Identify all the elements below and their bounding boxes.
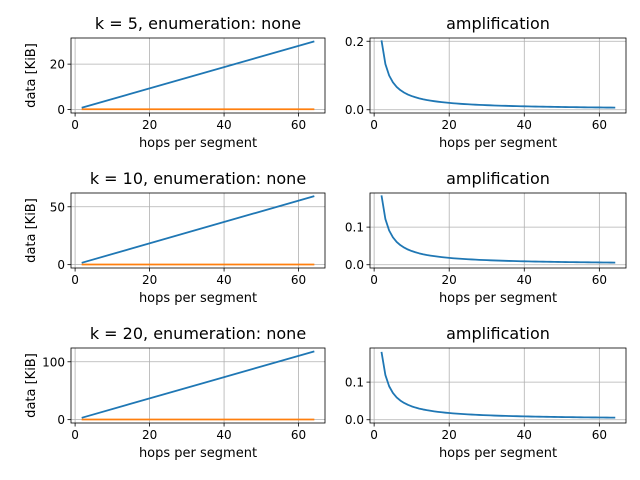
axes-frame [369,192,627,269]
y-tick-label: 0.0 [345,258,364,272]
chart-title: amplification [446,169,550,188]
y-tick-label: 0.0 [345,413,364,427]
x-tick-label: 20 [442,118,457,132]
x-tick-label: 40 [216,118,231,132]
x-tick-label: 0 [370,273,378,287]
axes-frame [70,37,326,114]
x-tick-label: 40 [517,273,532,287]
y-tick-label: 0.0 [345,103,364,117]
series-line-0 [81,40,315,109]
x-tick-label: 20 [142,118,157,132]
x-tick-label: 60 [291,118,306,132]
y-tick-label: 0 [57,103,65,117]
y-tick-label: 0.1 [345,376,364,390]
x-axis-label: hops per segment [139,136,257,151]
chart-title: amplification [446,324,550,343]
y-tick-label: 100 [42,355,65,369]
series-line-0 [380,195,616,264]
series-line-0 [380,351,616,419]
axes-frame [369,347,627,424]
x-tick-label: 60 [592,428,607,442]
x-tick-label: 60 [592,118,607,132]
chart-title: amplification [446,14,550,33]
y-tick-label: 0.1 [345,221,364,235]
x-tick-label: 40 [517,428,532,442]
chart-title: k = 5, enumeration: none [95,14,301,33]
x-axis-label: hops per segment [439,136,557,151]
y-axis-label: data [KiB] [24,43,39,108]
x-tick-label: 20 [142,273,157,287]
x-tick-label: 20 [142,428,157,442]
x-axis-label: hops per segment [139,446,257,461]
x-tick-label: 60 [291,273,306,287]
axes-frame [70,192,326,269]
y-tick-label: 0 [57,258,65,272]
series-line-0 [81,195,315,264]
series-line-0 [81,350,315,419]
y-tick-label: 0 [57,413,65,427]
axes-frame [70,347,326,424]
x-axis-label: hops per segment [439,291,557,306]
x-tick-label: 0 [71,118,79,132]
chart-title: k = 10, enumeration: none [90,169,306,188]
y-axis-label: data [KiB] [24,198,39,263]
x-tick-label: 20 [442,273,457,287]
y-tick-label: 0.2 [345,35,364,49]
x-tick-label: 0 [71,428,79,442]
chart-title: k = 20, enumeration: none [90,324,306,343]
x-tick-label: 60 [592,273,607,287]
series-line-0 [380,40,616,109]
x-axis-label: hops per segment [139,291,257,306]
axes-frame [369,37,627,114]
x-tick-label: 0 [370,428,378,442]
x-tick-label: 60 [291,428,306,442]
x-tick-label: 40 [216,273,231,287]
x-tick-label: 40 [517,118,532,132]
x-tick-label: 40 [216,428,231,442]
x-tick-label: 0 [71,273,79,287]
y-tick-label: 50 [50,200,65,214]
x-axis-label: hops per segment [439,446,557,461]
y-tick-label: 20 [50,58,65,72]
y-axis-label: data [KiB] [24,353,39,418]
x-tick-label: 0 [370,118,378,132]
x-tick-label: 20 [442,428,457,442]
